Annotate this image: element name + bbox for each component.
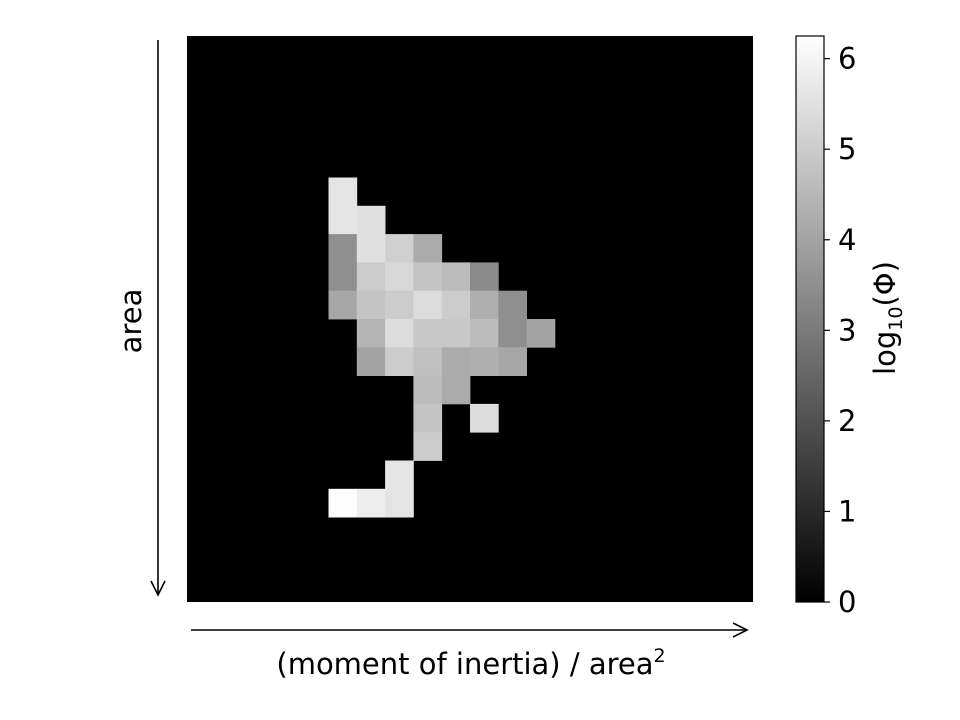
heatmap-cell (441, 319, 471, 348)
heatmap-cells (328, 177, 556, 518)
heatmap-cell (385, 234, 414, 263)
x-axis-label: (moment of inertia) / area2 (276, 645, 665, 681)
heatmap-cell (441, 290, 471, 320)
heatmap-cell (385, 460, 414, 490)
heatmap-cell (356, 262, 386, 292)
heatmap-cell (413, 290, 443, 320)
y-axis-label: area (114, 289, 148, 354)
colorbar-label: log10(Φ) (868, 261, 907, 375)
colorbar-tick-label: 5 (838, 132, 856, 166)
heatmap-cell (526, 319, 556, 348)
heatmap-cell (385, 290, 414, 320)
heatmap-cell (498, 290, 527, 320)
colorbar-tick-label: 1 (838, 494, 856, 528)
heatmap-cell (356, 488, 386, 518)
x-axis-label-superscript: 2 (654, 645, 666, 667)
heatmap-cell (413, 347, 443, 376)
heatmap-cell (385, 262, 414, 292)
heatmap-cell (441, 262, 471, 292)
heatmap-cell (441, 375, 471, 405)
colorbar-gradient (795, 35, 825, 603)
heatmap-cell (470, 347, 499, 376)
heatmap-cell (470, 262, 499, 292)
heatmap-cell (470, 403, 499, 433)
heatmap-cell (413, 262, 443, 292)
heatmap-cell (385, 347, 414, 376)
heatmap-cell (413, 375, 443, 405)
x-axis-arrow-head (732, 622, 749, 638)
heatmap-cell (328, 262, 358, 292)
colorbar-tick-label: 6 (838, 42, 856, 76)
heatmap-cell (328, 488, 358, 518)
heatmap-cell (328, 177, 358, 207)
colorbar-label-subscript: 10 (885, 307, 907, 331)
heatmap-cell (498, 319, 527, 348)
colorbar-tick-label: 2 (838, 404, 856, 438)
colorbar-tick-label: 3 (838, 313, 856, 347)
colorbar-ticks: 0 1 2 3 4 5 6 (824, 42, 856, 619)
heatmap-cell (413, 403, 443, 433)
heatmap-cell (385, 319, 414, 348)
heatmap-cell (356, 234, 386, 263)
heatmap-cell (413, 319, 443, 348)
heatmap-cell (328, 290, 358, 320)
heatmap-cell (328, 234, 358, 263)
heatmap-cell (413, 432, 443, 461)
heatmap-plot-area (187, 36, 753, 602)
colorbar: 0 1 2 3 4 5 6 log10(Φ) (795, 35, 907, 619)
colorbar-tick-label: 4 (838, 223, 856, 257)
heatmap-cell (413, 234, 443, 263)
colorbar-tick-label: 0 (838, 585, 856, 619)
heatmap-cell (441, 347, 471, 376)
heatmap-cell (498, 347, 527, 376)
heatmap-cell (356, 347, 386, 376)
heatmap-cell (356, 319, 386, 348)
heatmap-cell (328, 205, 358, 235)
heatmap-cell (385, 488, 414, 518)
heatmap-cell (470, 319, 499, 348)
heatmap-cell (470, 290, 499, 320)
x-axis-label-text: (moment of inertia) / area (276, 647, 653, 681)
x-axis: (moment of inertia) / area2 (191, 622, 749, 681)
heatmap-cell (356, 290, 386, 320)
heatmap-cell (356, 205, 386, 235)
colorbar-label-suffix: (Φ) (868, 261, 902, 306)
y-axis: area (114, 40, 166, 597)
y-axis-arrow-head (150, 580, 166, 597)
colorbar-label-prefix: log (868, 331, 902, 375)
